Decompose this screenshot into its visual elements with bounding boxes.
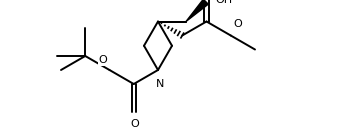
Text: O: O xyxy=(234,18,242,29)
Text: OH: OH xyxy=(215,0,232,5)
Text: N: N xyxy=(156,79,164,89)
Text: O: O xyxy=(99,55,108,65)
Polygon shape xyxy=(186,0,208,22)
Text: O: O xyxy=(130,119,139,129)
